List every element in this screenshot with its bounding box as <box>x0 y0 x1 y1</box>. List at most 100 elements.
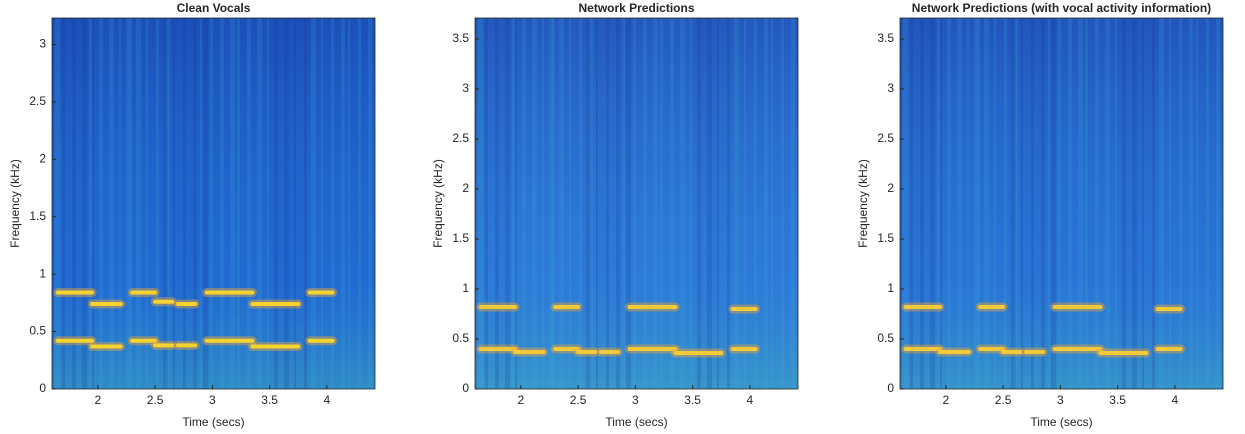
texture <box>247 18 251 389</box>
x-tick-label: 3.5 <box>684 393 701 407</box>
texture <box>1105 18 1110 389</box>
texture <box>900 18 902 389</box>
chart-title: Clean Vocals <box>177 1 251 15</box>
texture <box>257 18 262 389</box>
axes-box <box>474 17 799 390</box>
texture <box>210 18 213 389</box>
texture <box>89 18 92 389</box>
texture <box>552 18 555 389</box>
texture <box>559 18 564 389</box>
texture <box>92 18 94 389</box>
texture <box>505 18 510 389</box>
texture <box>660 18 663 389</box>
texture <box>341 18 345 389</box>
panel: 2 2.5 3 3.5 4 0 0.5 1 1.5 2 2.5 3 3.5 Network Predict… <box>856 1 1224 429</box>
y-tick-label: 3.5 <box>452 31 469 45</box>
y-tick-label: 2 <box>39 151 46 165</box>
texture <box>119 18 121 389</box>
texture <box>200 18 202 389</box>
chart-title: Network Predictions <box>578 1 694 15</box>
texture <box>586 18 591 389</box>
y-tick-label: 1 <box>39 266 46 280</box>
texture <box>781 18 784 389</box>
texture <box>974 18 978 389</box>
texture <box>616 18 620 389</box>
texture <box>311 18 316 389</box>
texture <box>1014 18 1018 389</box>
x-axis-label: Time (secs) <box>1030 415 1092 429</box>
texture <box>623 18 625 389</box>
x-tick-label: 2.5 <box>995 393 1012 407</box>
texture <box>1078 18 1083 389</box>
texture <box>220 18 224 389</box>
texture <box>589 18 593 389</box>
texture <box>485 18 488 389</box>
texture <box>136 18 141 389</box>
texture <box>744 18 746 389</box>
y-tick-label: 2.5 <box>877 131 894 145</box>
y-tick-label: 1 <box>462 281 469 295</box>
texture <box>984 18 989 389</box>
x-tick-label: 3.5 <box>1109 393 1126 407</box>
texture <box>512 18 515 389</box>
texture <box>606 18 609 389</box>
texture <box>532 18 537 389</box>
texture <box>697 18 701 389</box>
y-tick-label: 3 <box>887 81 894 95</box>
texture <box>294 18 296 389</box>
x-tick-label: 4 <box>747 393 754 407</box>
texture <box>267 18 269 389</box>
texture <box>475 18 798 389</box>
y-tick-label: 0.5 <box>452 331 469 345</box>
x-tick-label: 2.5 <box>570 393 587 407</box>
texture <box>920 18 924 389</box>
x-tick-label: 4 <box>324 393 331 407</box>
texture <box>109 18 114 389</box>
texture <box>947 18 951 389</box>
texture <box>1068 18 1072 389</box>
texture <box>1189 18 1193 389</box>
texture <box>940 18 942 389</box>
texture <box>1122 18 1126 389</box>
texture <box>717 18 719 389</box>
texture <box>1132 18 1137 389</box>
texture <box>643 18 647 389</box>
texture <box>903 18 908 389</box>
y-axis-label: Frequency (kHz) <box>431 159 445 248</box>
y-tick-label: 0.5 <box>877 331 894 345</box>
texture <box>321 18 323 389</box>
texture <box>771 18 773 389</box>
texture <box>515 18 517 389</box>
texture <box>670 18 674 389</box>
texture <box>284 18 289 389</box>
texture <box>166 18 170 389</box>
y-tick-label: 3 <box>462 81 469 95</box>
y-tick-label: 0.5 <box>29 324 46 338</box>
texture <box>495 18 499 389</box>
y-tick-label: 1.5 <box>452 231 469 245</box>
texture <box>478 18 483 389</box>
texture <box>937 18 940 389</box>
y-tick-label: 3 <box>39 37 46 51</box>
texture <box>542 18 544 389</box>
y-tick-label: 1 <box>887 281 894 295</box>
y-tick-label: 2.5 <box>29 94 46 108</box>
texture <box>764 18 768 389</box>
texture <box>1085 18 1088 389</box>
y-axis-label: Frequency (kHz) <box>856 159 870 248</box>
texture <box>1152 18 1155 389</box>
texture <box>173 18 175 389</box>
y-tick-label: 0 <box>462 381 469 395</box>
texture <box>1031 18 1034 389</box>
texture <box>348 18 350 389</box>
texture <box>1115 18 1117 389</box>
y-axis-label: Frequency (kHz) <box>8 159 22 248</box>
texture <box>967 18 969 389</box>
panel: 2 2.5 3 3.5 4 0 0.5 1 1.5 2 2.5 3 3.5 Network Predict… <box>431 1 799 429</box>
texture <box>626 18 631 389</box>
texture <box>358 18 361 389</box>
texture <box>734 18 739 389</box>
texture <box>1196 18 1198 389</box>
panel: 2 2.5 3 3.5 4 0 0.5 1 1.5 2 2.5 3 Clean Vocals Time (… <box>8 1 376 429</box>
texture <box>237 18 240 389</box>
